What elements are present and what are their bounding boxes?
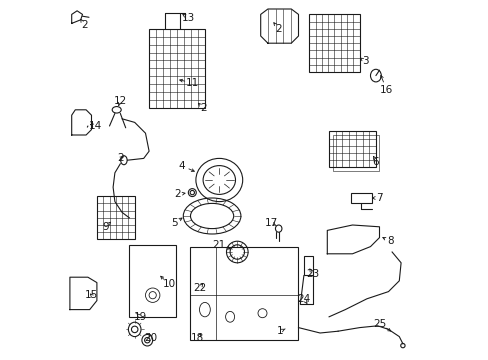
Text: 12: 12 [113, 96, 127, 106]
Bar [129, 245, 176, 317]
Bar [350, 193, 371, 203]
Text: 21: 21 [212, 240, 225, 250]
Text: 4: 4 [178, 161, 184, 171]
Text: 6: 6 [372, 157, 378, 167]
Text: 8: 8 [386, 236, 393, 246]
Text: 11: 11 [185, 78, 199, 88]
Text: 2: 2 [275, 24, 282, 34]
Text: 1: 1 [277, 326, 283, 336]
Bar [309, 14, 359, 72]
Text: 23: 23 [305, 269, 319, 279]
Text: 3: 3 [361, 56, 367, 66]
Text: 5: 5 [171, 218, 177, 228]
Bar [328, 131, 375, 167]
Text: 16: 16 [379, 85, 392, 95]
Text: 15: 15 [85, 290, 98, 300]
Text: 14: 14 [88, 121, 102, 131]
Text: 20: 20 [144, 333, 157, 343]
Text: 13: 13 [182, 13, 195, 23]
Bar [303, 256, 312, 275]
Bar [332, 135, 379, 171]
Text: 7: 7 [375, 193, 382, 203]
Text: 22: 22 [192, 283, 206, 293]
Text: 9: 9 [102, 222, 109, 232]
Bar [149, 29, 204, 108]
FancyArrowPatch shape [87, 126, 88, 127]
Text: 19: 19 [133, 312, 146, 322]
Text: 24: 24 [297, 294, 310, 304]
Bar [190, 247, 298, 340]
Text: 2: 2 [117, 153, 123, 163]
Text: 2: 2 [200, 103, 206, 113]
Text: 2: 2 [174, 189, 181, 199]
Text: 18: 18 [191, 333, 204, 343]
Text: 2: 2 [81, 20, 87, 30]
Text: 10: 10 [162, 279, 175, 289]
Text: 25: 25 [372, 319, 386, 329]
Text: 17: 17 [264, 218, 278, 228]
Bar [97, 196, 134, 239]
